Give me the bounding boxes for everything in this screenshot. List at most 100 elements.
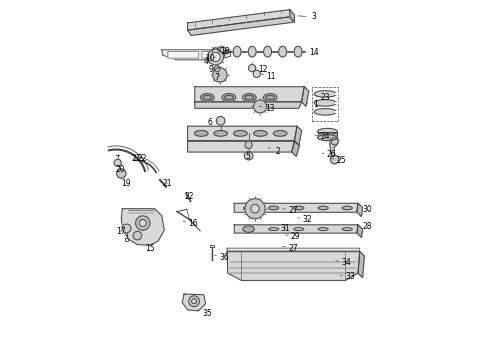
Ellipse shape [244, 228, 254, 230]
Text: 28: 28 [357, 222, 372, 231]
Polygon shape [188, 141, 294, 152]
Text: 2: 2 [269, 147, 280, 156]
Text: 4: 4 [204, 57, 209, 66]
Ellipse shape [222, 94, 236, 102]
Text: 9: 9 [208, 65, 215, 74]
Ellipse shape [254, 131, 267, 136]
Polygon shape [188, 10, 290, 30]
Text: 21: 21 [131, 154, 141, 163]
Text: 20: 20 [115, 166, 125, 175]
Ellipse shape [269, 206, 279, 210]
Text: 31: 31 [280, 224, 290, 233]
Text: 6: 6 [207, 118, 218, 127]
Text: 25: 25 [331, 156, 346, 165]
Text: 16: 16 [183, 219, 198, 228]
Text: 33: 33 [340, 272, 355, 281]
Polygon shape [234, 203, 358, 212]
Circle shape [330, 155, 339, 164]
Polygon shape [182, 294, 205, 311]
Ellipse shape [212, 48, 219, 55]
Ellipse shape [248, 46, 256, 57]
Circle shape [139, 220, 147, 226]
Ellipse shape [342, 206, 352, 210]
Ellipse shape [318, 135, 337, 140]
Ellipse shape [203, 95, 212, 100]
Ellipse shape [294, 206, 304, 210]
Polygon shape [330, 139, 339, 158]
Text: 17: 17 [116, 228, 125, 237]
Polygon shape [195, 87, 304, 102]
Ellipse shape [269, 228, 279, 230]
Text: 12: 12 [255, 65, 268, 74]
Text: 29: 29 [286, 232, 300, 241]
Text: 13: 13 [259, 104, 274, 113]
Circle shape [214, 66, 220, 72]
Ellipse shape [233, 46, 241, 57]
Text: 21: 21 [163, 179, 172, 188]
Ellipse shape [318, 228, 328, 230]
Polygon shape [162, 50, 231, 60]
Circle shape [253, 70, 260, 77]
Ellipse shape [279, 46, 287, 57]
Text: 18: 18 [220, 48, 229, 57]
Polygon shape [290, 10, 294, 22]
Ellipse shape [245, 95, 254, 100]
Text: 15: 15 [146, 244, 155, 253]
Text: 22: 22 [184, 192, 194, 201]
Ellipse shape [314, 100, 337, 106]
Circle shape [220, 47, 225, 53]
Polygon shape [318, 132, 337, 138]
Circle shape [245, 199, 265, 219]
Polygon shape [195, 102, 302, 108]
Circle shape [245, 141, 252, 148]
Polygon shape [292, 141, 299, 156]
Ellipse shape [314, 91, 337, 97]
Polygon shape [188, 126, 297, 140]
Text: 7: 7 [215, 73, 220, 82]
Ellipse shape [244, 206, 254, 210]
Ellipse shape [294, 228, 304, 230]
Text: 34: 34 [336, 258, 351, 267]
Text: 14: 14 [301, 48, 319, 57]
Text: 27: 27 [283, 206, 297, 215]
Ellipse shape [234, 131, 247, 136]
Ellipse shape [264, 46, 271, 57]
Text: 19: 19 [122, 179, 131, 188]
Text: 3: 3 [298, 12, 316, 21]
Text: 5: 5 [245, 152, 250, 161]
Polygon shape [302, 87, 309, 107]
Ellipse shape [318, 206, 328, 210]
Circle shape [331, 138, 338, 145]
Polygon shape [188, 17, 294, 36]
Circle shape [208, 49, 223, 65]
Polygon shape [358, 252, 365, 278]
Text: 27: 27 [283, 244, 297, 253]
Polygon shape [357, 225, 363, 237]
Polygon shape [294, 126, 302, 145]
Text: 30: 30 [357, 205, 372, 214]
Ellipse shape [263, 94, 277, 102]
Circle shape [254, 100, 267, 113]
Ellipse shape [224, 95, 233, 100]
Ellipse shape [266, 95, 274, 100]
Polygon shape [122, 209, 164, 245]
Ellipse shape [294, 46, 302, 57]
Ellipse shape [342, 228, 352, 230]
Ellipse shape [273, 131, 287, 136]
Polygon shape [227, 252, 360, 280]
Polygon shape [227, 248, 360, 251]
Ellipse shape [314, 109, 337, 115]
Ellipse shape [214, 131, 227, 136]
Circle shape [136, 216, 150, 230]
Circle shape [189, 296, 199, 307]
Circle shape [211, 52, 220, 62]
Text: 23: 23 [315, 93, 330, 102]
Circle shape [133, 231, 142, 240]
Circle shape [213, 68, 227, 82]
Text: 35: 35 [197, 309, 212, 318]
Ellipse shape [218, 46, 225, 57]
Circle shape [216, 117, 225, 125]
Ellipse shape [243, 226, 254, 232]
Text: 1: 1 [307, 100, 318, 109]
Text: 36: 36 [215, 253, 229, 262]
